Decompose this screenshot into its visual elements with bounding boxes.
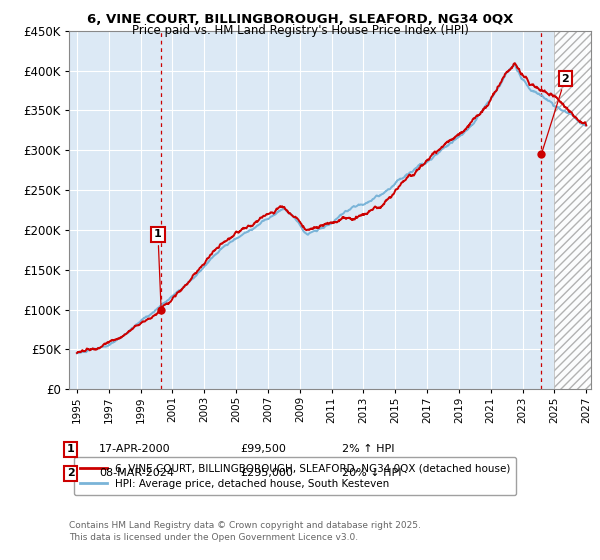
Text: 20% ↓ HPI: 20% ↓ HPI: [342, 468, 401, 478]
Text: 6, VINE COURT, BILLINGBOROUGH, SLEAFORD, NG34 0QX: 6, VINE COURT, BILLINGBOROUGH, SLEAFORD,…: [87, 13, 513, 26]
Text: 2: 2: [542, 73, 569, 152]
Text: £295,000: £295,000: [240, 468, 293, 478]
Text: 1: 1: [154, 229, 162, 307]
Text: 2% ↑ HPI: 2% ↑ HPI: [342, 444, 395, 454]
Bar: [554, 31, 591, 389]
Text: Contains HM Land Registry data © Crown copyright and database right 2025.
This d: Contains HM Land Registry data © Crown c…: [69, 521, 421, 542]
Text: 2: 2: [67, 468, 74, 478]
Text: Price paid vs. HM Land Registry's House Price Index (HPI): Price paid vs. HM Land Registry's House …: [131, 24, 469, 37]
Bar: [554, 31, 591, 389]
Text: 17-APR-2000: 17-APR-2000: [99, 444, 170, 454]
Text: 1: 1: [67, 444, 74, 454]
Legend: 6, VINE COURT, BILLINGBOROUGH, SLEAFORD, NG34 0QX (detached house), HPI: Average: 6, VINE COURT, BILLINGBOROUGH, SLEAFORD,…: [74, 457, 517, 495]
Text: £99,500: £99,500: [240, 444, 286, 454]
Text: 08-MAR-2024: 08-MAR-2024: [99, 468, 174, 478]
